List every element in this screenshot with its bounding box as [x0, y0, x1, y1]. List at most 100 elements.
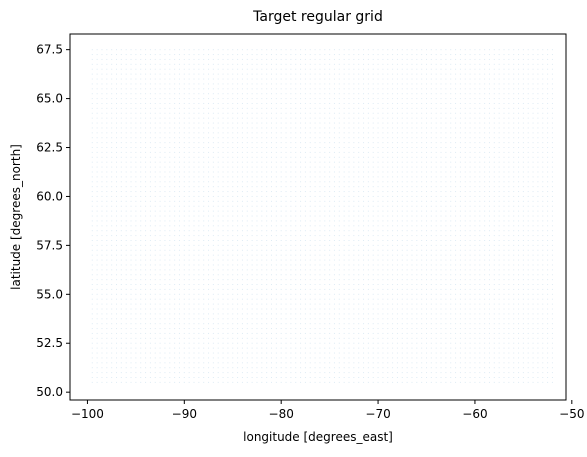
grid-point	[455, 323, 457, 325]
grid-point	[183, 323, 185, 325]
grid-point	[183, 342, 185, 344]
grid-point	[401, 186, 403, 188]
grid-point	[261, 357, 263, 359]
grid-point	[537, 347, 539, 349]
grid-point	[479, 220, 481, 222]
grid-point	[261, 239, 263, 241]
grid-point	[343, 181, 345, 183]
grid-point	[106, 176, 108, 178]
grid-point	[430, 171, 432, 173]
grid-point	[377, 279, 379, 281]
grid-point	[237, 132, 239, 134]
grid-point	[217, 367, 219, 369]
grid-point	[358, 269, 360, 271]
grid-point	[377, 323, 379, 325]
grid-point	[275, 376, 277, 378]
grid-point	[91, 210, 93, 212]
grid-point	[91, 381, 93, 383]
grid-point	[503, 161, 505, 163]
grid-point	[135, 357, 137, 359]
grid-point	[551, 200, 553, 202]
grid-point	[469, 220, 471, 222]
grid-point	[135, 151, 137, 153]
grid-point	[469, 259, 471, 261]
grid-point	[309, 186, 311, 188]
grid-point	[261, 186, 263, 188]
grid-point	[300, 181, 302, 183]
grid-point	[455, 166, 457, 168]
grid-point	[246, 303, 248, 305]
grid-point	[324, 171, 326, 173]
grid-point	[227, 308, 229, 310]
grid-point	[130, 323, 132, 325]
grid-point	[503, 264, 505, 266]
grid-point	[285, 215, 287, 217]
grid-point	[246, 376, 248, 378]
grid-point	[309, 347, 311, 349]
grid-point	[222, 137, 224, 139]
grid-point	[271, 293, 272, 295]
grid-point	[280, 220, 282, 222]
grid-point	[222, 347, 224, 349]
grid-point	[367, 318, 369, 320]
grid-point	[445, 205, 447, 207]
grid-point	[266, 151, 268, 153]
grid-point	[353, 264, 355, 266]
grid-point	[295, 313, 297, 315]
grid-point	[285, 244, 287, 246]
grid-point	[251, 244, 253, 246]
grid-point	[474, 249, 476, 251]
grid-point	[527, 156, 529, 158]
grid-point	[377, 347, 379, 349]
grid-point	[338, 210, 340, 212]
grid-point	[140, 337, 142, 339]
grid-point	[266, 274, 268, 276]
grid-point	[464, 151, 466, 153]
grid-point	[130, 284, 132, 286]
grid-point	[116, 151, 117, 153]
grid-point	[324, 342, 326, 344]
grid-point	[246, 181, 248, 183]
grid-point	[474, 323, 476, 325]
grid-point	[382, 342, 384, 344]
grid-point	[275, 352, 277, 354]
grid-point	[430, 215, 432, 217]
grid-point	[498, 249, 500, 251]
grid-point	[222, 259, 224, 261]
grid-point	[542, 171, 544, 173]
grid-point	[246, 362, 248, 364]
grid-point	[522, 191, 524, 193]
grid-point	[329, 137, 331, 139]
grid-point	[363, 235, 365, 237]
grid-point	[440, 230, 442, 232]
grid-point	[188, 337, 190, 339]
grid-point	[450, 171, 452, 173]
grid-point	[382, 151, 384, 153]
grid-point	[455, 264, 457, 266]
grid-point	[435, 337, 437, 339]
grid-point	[232, 156, 234, 158]
grid-point	[440, 352, 442, 354]
grid-point	[493, 142, 495, 144]
grid-point	[193, 156, 195, 158]
grid-point	[329, 176, 331, 178]
grid-point	[387, 176, 389, 178]
grid-point	[169, 357, 171, 359]
grid-point	[484, 269, 486, 271]
grid-point	[421, 254, 423, 256]
grid-point	[455, 342, 457, 344]
grid-point	[406, 195, 408, 197]
grid-point	[348, 332, 350, 334]
grid-point	[455, 376, 457, 378]
grid-point	[455, 332, 457, 334]
grid-point	[140, 362, 142, 364]
grid-point	[246, 176, 248, 178]
grid-point	[135, 279, 137, 281]
grid-point	[406, 259, 408, 261]
grid-point	[256, 230, 258, 232]
grid-point	[455, 225, 457, 227]
grid-point	[135, 215, 137, 217]
grid-point	[426, 328, 427, 330]
grid-point	[542, 372, 544, 374]
grid-point	[256, 142, 258, 144]
